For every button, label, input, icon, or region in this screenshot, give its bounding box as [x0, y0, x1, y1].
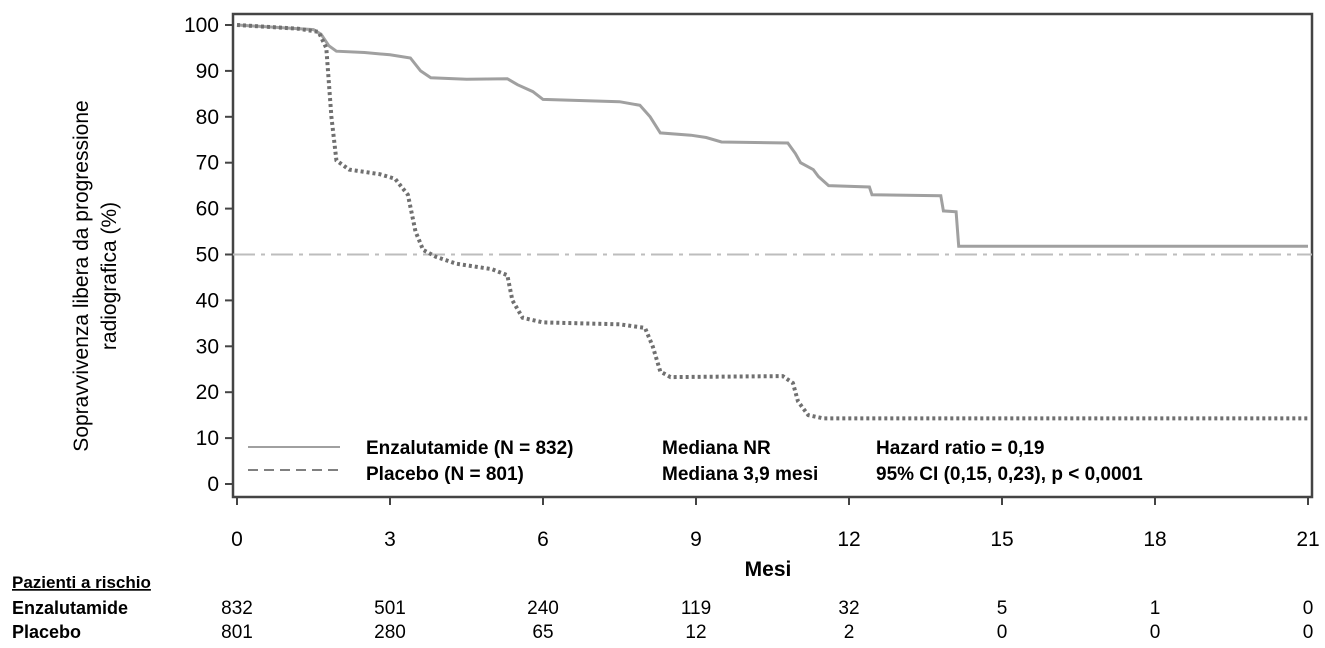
x-axis-label: Mesi: [745, 558, 792, 581]
y-tick-label: 30: [196, 335, 219, 358]
x-tick-label: 18: [1143, 528, 1166, 551]
x-tick-label: 9: [690, 528, 702, 551]
risk-table-title: Pazienti a rischio: [12, 573, 151, 592]
y-axis: 0 10 20 30 40 50 60 70 80 90 100: [184, 14, 233, 496]
y-tick-label: 20: [196, 381, 219, 404]
x-tick-label: 21: [1296, 528, 1319, 551]
risk-value-enzalutamide: 501: [374, 598, 406, 619]
risk-value-enzalutamide: 240: [527, 598, 559, 619]
risk-value-enzalutamide: 32: [838, 598, 859, 619]
risk-value-placebo: 65: [532, 622, 553, 643]
legend: Enzalutamide (N = 832) Placebo (N = 801)…: [248, 438, 1143, 485]
risk-value-enzalutamide: 119: [681, 598, 711, 619]
risk-value-enzalutamide: 0: [1303, 598, 1314, 619]
x-axis: 0 3 6 9 12 15 18 21: [231, 497, 1320, 551]
risk-table: Pazienti a rischio Enzalutamide Placebo …: [12, 573, 1313, 643]
y-axis-label-line-1: Sopravvivenza libera da progressione: [70, 100, 93, 451]
x-tick-label: 6: [537, 528, 549, 551]
x-tick-label: 0: [231, 528, 243, 551]
risk-value-placebo: 12: [685, 622, 706, 643]
y-tick-label: 0: [207, 473, 219, 496]
y-tick-label: 70: [196, 152, 219, 175]
series-group: [236, 23, 1308, 421]
legend-label-enzalutamide: Enzalutamide (N = 832): [366, 438, 573, 459]
series-line-placebo: [236, 23, 1308, 421]
y-tick-label: 40: [196, 289, 219, 312]
risk-value-enzalutamide: 5: [997, 598, 1008, 619]
legend-median-placebo: Mediana 3,9 mesi: [662, 464, 818, 485]
legend-median-enzalutamide: Mediana NR: [662, 438, 771, 459]
risk-value-enzalutamide: 1: [1150, 598, 1161, 619]
series-line-enzalutamide: [236, 23, 1308, 248]
risk-value-placebo: 801: [221, 622, 253, 643]
risk-value-placebo: 2: [844, 622, 855, 643]
legend-confidence-interval: 95% CI (0,15, 0,23), p < 0,0001: [876, 464, 1143, 485]
y-tick-label: 90: [196, 60, 219, 83]
risk-value-enzalutamide: 832: [221, 598, 253, 619]
risk-table-values: 832 501 240 119 32 5 1 0 801 280 65 12 2 0 0 0: [221, 598, 1313, 643]
risk-value-placebo: 0: [1150, 622, 1161, 643]
risk-value-placebo: 0: [1303, 622, 1314, 643]
legend-hazard-ratio: Hazard ratio = 0,19: [876, 438, 1044, 459]
y-tick-label: 60: [196, 198, 219, 221]
y-axis-label-line-2: radiografica (%): [98, 202, 121, 350]
y-tick-label: 100: [184, 14, 219, 37]
risk-value-placebo: 0: [997, 622, 1008, 643]
x-tick-label: 12: [837, 528, 860, 551]
risk-row-label-placebo: Placebo: [12, 622, 81, 642]
y-tick-label: 80: [196, 106, 219, 129]
risk-value-placebo: 280: [374, 622, 406, 643]
x-tick-label: 15: [990, 528, 1013, 551]
legend-label-placebo: Placebo (N = 801): [366, 464, 524, 485]
y-tick-label: 50: [196, 244, 219, 267]
y-tick-label: 10: [196, 427, 219, 450]
risk-row-label-enzalutamide: Enzalutamide: [12, 598, 128, 618]
x-tick-label: 3: [384, 528, 396, 551]
